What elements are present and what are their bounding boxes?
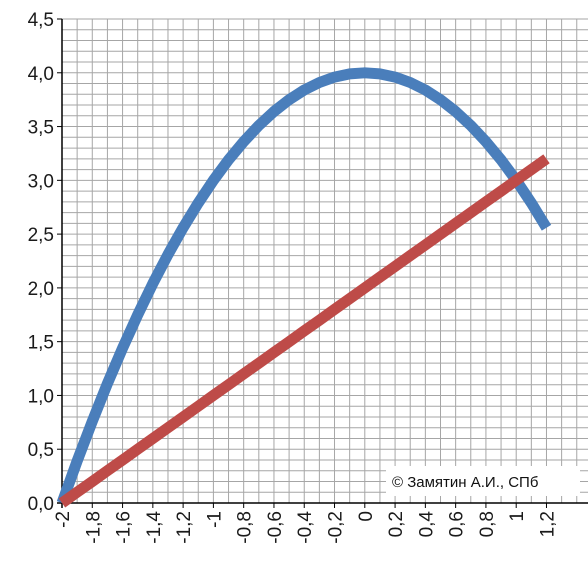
x-tick-label: 0,2 [386,511,407,537]
x-tick-label: 1 [507,511,528,522]
x-tick-label: -1,2 [174,511,195,544]
x-tick-label: -1,6 [114,511,135,544]
copyright-box: © Замятин А.И., СПб [386,466,580,496]
x-tick-label: -1,4 [144,511,165,544]
x-tick-label: 0 [356,511,377,522]
series-line-linear [58,154,550,508]
x-tick-label: 0,8 [477,511,498,537]
y-tick-label: 2,5 [28,225,54,246]
x-tick-label: -0,6 [265,511,286,544]
y-tick-label: 3,0 [28,171,54,192]
y-tick-label: 0,0 [28,494,54,515]
y-tick-label: 4,0 [28,64,54,85]
y-tick-label: 4,5 [28,10,54,31]
x-tick-label: -1,8 [83,511,104,544]
y-tick-label: 1,5 [28,333,54,354]
series-line-parabola [56,67,552,505]
series-group [56,67,552,508]
x-tick-label: -1 [204,511,225,528]
grid [61,18,588,504]
tick-labels: 0,0 0,5 1,0 1,5 2,0 2,5 3,0 3,5 4,0 4,5 -2 -1,8 -1,6… [28,10,559,544]
y-tick-label: 0,5 [28,440,54,461]
y-tick-label: 1,0 [28,386,54,407]
x-tick-label: -0,8 [235,511,256,544]
copyright-background [386,466,580,496]
x-tick-label: 1,2 [537,511,558,537]
x-tick-label: 0,4 [416,511,437,538]
x-tick-label: 0,6 [447,511,468,537]
x-tick-label: -0,2 [326,511,347,544]
x-tick-label: -2 [53,511,74,528]
y-tick-label: 3,5 [28,118,54,139]
x-tick-label: -0,4 [295,511,316,544]
y-tick-label: 2,0 [28,279,54,300]
copyright-text: © Замятин А.И., СПб [392,474,538,491]
axes [57,18,588,508]
